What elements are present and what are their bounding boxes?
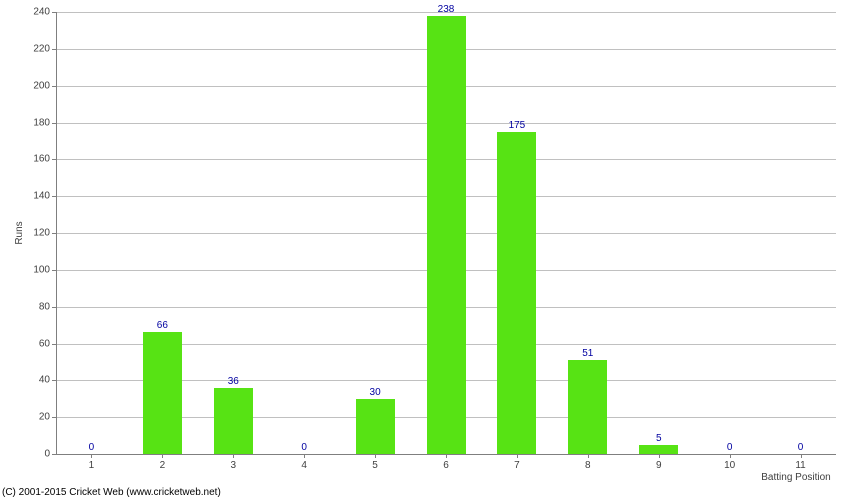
ytick-label: 120 [32, 228, 50, 239]
ytick-label: 80 [32, 301, 50, 312]
plot-area [56, 12, 836, 454]
value-label: 0 [798, 442, 804, 453]
bar [568, 360, 607, 454]
value-label: 0 [301, 442, 307, 453]
bar [427, 16, 466, 454]
xtick-label: 1 [89, 460, 95, 471]
bar [214, 388, 253, 454]
xtick-label: 7 [514, 460, 520, 471]
y-axis-label: Runs [14, 221, 25, 244]
runs-by-position-chart: Runs Batting Position (C) 2001-2015 Cric… [0, 0, 850, 500]
bar [356, 399, 395, 454]
ytick-label: 0 [32, 449, 50, 460]
x-axis [56, 454, 836, 455]
ytick-label: 240 [32, 7, 50, 18]
ytick-label: 20 [32, 412, 50, 423]
y-axis [56, 12, 57, 454]
xtick-label: 6 [443, 460, 449, 471]
xtick-label: 4 [301, 460, 307, 471]
value-label: 51 [582, 348, 593, 359]
xtick-label: 11 [795, 460, 805, 471]
value-label: 0 [89, 442, 95, 453]
value-label: 30 [370, 387, 381, 398]
ytick-label: 140 [32, 191, 50, 202]
ytick-label: 40 [32, 375, 50, 386]
ytick-label: 180 [32, 117, 50, 128]
bar [497, 132, 536, 454]
bar [639, 445, 678, 454]
xtick-label: 10 [724, 460, 735, 471]
xtick-label: 3 [230, 460, 236, 471]
bar [143, 332, 182, 454]
xtick-label: 9 [656, 460, 662, 471]
value-label: 238 [438, 4, 455, 15]
value-label: 36 [228, 376, 239, 387]
ytick-label: 160 [32, 154, 50, 165]
ytick-label: 100 [32, 264, 50, 275]
ytick-label: 200 [32, 80, 50, 91]
value-label: 66 [157, 320, 168, 331]
value-label: 0 [727, 442, 733, 453]
value-label: 5 [656, 433, 662, 444]
value-label: 175 [509, 120, 526, 131]
copyright-footer: (C) 2001-2015 Cricket Web (www.cricketwe… [2, 487, 221, 498]
ytick-label: 60 [32, 338, 50, 349]
x-axis-label: Batting Position [761, 472, 831, 483]
xtick-label: 2 [160, 460, 166, 471]
xtick-label: 5 [372, 460, 378, 471]
xtick-label: 8 [585, 460, 591, 471]
ytick-label: 220 [32, 43, 50, 54]
